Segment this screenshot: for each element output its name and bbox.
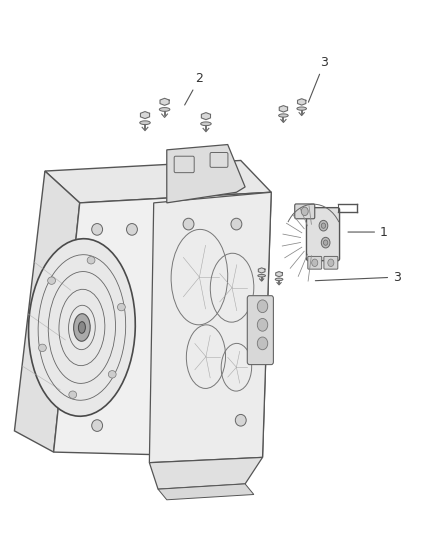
Polygon shape [258,268,265,273]
Polygon shape [279,106,288,112]
Ellipse shape [108,370,116,378]
Circle shape [328,259,334,266]
Ellipse shape [92,223,102,235]
Circle shape [257,337,268,350]
FancyBboxPatch shape [308,256,322,269]
Ellipse shape [140,121,150,125]
Polygon shape [158,484,254,500]
Text: 3: 3 [308,56,328,102]
Ellipse shape [275,278,283,281]
FancyBboxPatch shape [174,156,194,173]
FancyBboxPatch shape [210,152,228,167]
Polygon shape [297,99,306,105]
Ellipse shape [279,114,288,117]
Ellipse shape [92,419,102,431]
Ellipse shape [231,218,242,230]
Polygon shape [167,144,245,203]
Polygon shape [53,192,271,457]
FancyBboxPatch shape [324,256,338,269]
Ellipse shape [48,277,56,284]
Ellipse shape [183,218,194,230]
Polygon shape [149,192,271,463]
FancyBboxPatch shape [247,296,273,365]
Polygon shape [45,160,271,203]
FancyBboxPatch shape [295,204,315,219]
Text: 2: 2 [185,72,203,105]
Ellipse shape [159,108,170,111]
Circle shape [323,240,328,245]
Ellipse shape [235,415,246,426]
Ellipse shape [69,391,77,398]
Circle shape [319,220,328,231]
Ellipse shape [74,314,90,341]
Text: 3: 3 [315,271,401,284]
Polygon shape [14,171,80,452]
Ellipse shape [39,344,46,352]
Circle shape [321,237,330,248]
Circle shape [321,223,325,228]
Circle shape [257,300,268,313]
Polygon shape [149,457,262,489]
Ellipse shape [28,239,135,416]
Circle shape [312,259,318,266]
Ellipse shape [117,303,125,311]
Ellipse shape [87,256,95,264]
Circle shape [257,318,268,331]
Polygon shape [201,112,211,119]
Ellipse shape [201,122,211,126]
Ellipse shape [297,107,307,110]
Circle shape [301,207,308,216]
Ellipse shape [78,321,85,333]
Polygon shape [141,111,149,118]
Ellipse shape [127,223,138,235]
FancyBboxPatch shape [307,208,339,261]
Polygon shape [276,272,283,277]
Text: 1: 1 [348,225,388,239]
Ellipse shape [258,274,265,277]
Polygon shape [160,98,169,106]
